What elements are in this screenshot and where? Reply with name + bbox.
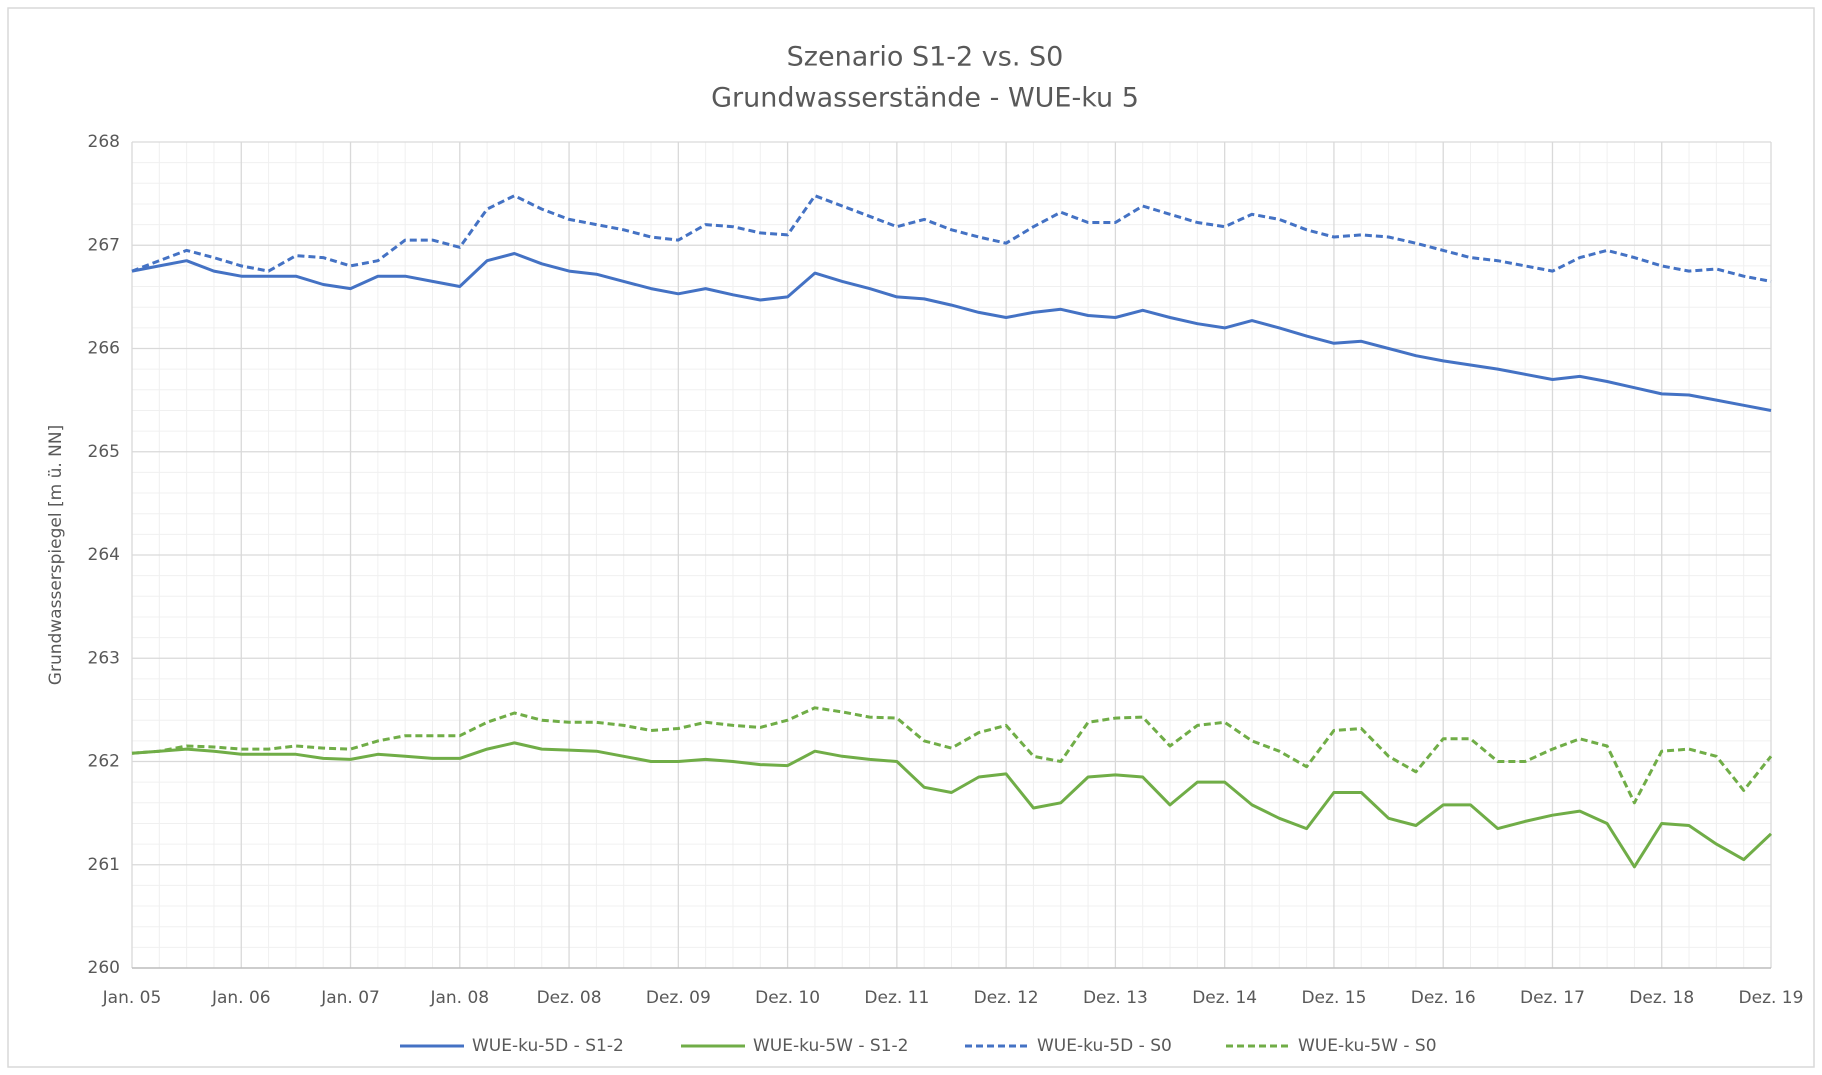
y-tick-label: 262	[88, 752, 120, 772]
x-tick-label: Dez. 18	[1629, 988, 1694, 1008]
x-tick-label: Dez. 12	[974, 988, 1039, 1008]
y-tick-label: 266	[88, 339, 120, 359]
x-tick-label: Dez. 08	[537, 988, 602, 1008]
y-tick-label: 260	[88, 958, 120, 978]
x-tick-label: Dez. 13	[1083, 988, 1148, 1008]
x-tick-label: Jan. 06	[211, 988, 271, 1008]
legend-label: WUE-ku-5W - S0	[1298, 1036, 1437, 1056]
y-tick-label: 263	[88, 648, 120, 668]
x-tick-label: Dez. 14	[1192, 988, 1257, 1008]
chart-frame	[7, 7, 1815, 1068]
series-line	[131, 194, 1772, 283]
y-tick-label: 264	[88, 545, 120, 565]
x-tick-label: Jan. 05	[102, 988, 162, 1008]
x-tick-label: Dez. 10	[755, 988, 820, 1008]
x-tick-label: Dez. 16	[1411, 988, 1476, 1008]
x-tick-label: Dez. 17	[1520, 988, 1585, 1008]
y-tick-label: 268	[88, 132, 120, 152]
x-tick-label: Dez. 19	[1739, 988, 1804, 1008]
series-line	[131, 741, 1773, 869]
legend-label: WUE-ku-5D - S0	[1037, 1036, 1172, 1056]
chart-title: Szenario S1-2 vs. S0	[787, 42, 1064, 73]
legend-label: WUE-ku-5W - S1-2	[753, 1036, 908, 1056]
x-tick-label: Jan. 08	[429, 988, 489, 1008]
y-tick-label: 265	[88, 442, 120, 462]
y-axis-label: Grundwasserspiegel [m ü. NN]	[46, 425, 66, 685]
x-tick-label: Dez. 11	[864, 988, 929, 1008]
x-tick-label: Dez. 15	[1301, 988, 1366, 1008]
series-line	[131, 706, 1773, 805]
x-tick-label: Dez. 09	[646, 988, 711, 1008]
series-line	[131, 252, 1772, 412]
y-tick-label: 261	[88, 855, 120, 875]
chart-subtitle: Grundwasserstände - WUE-ku 5	[711, 83, 1139, 114]
legend-label: WUE-ku-5D - S1-2	[472, 1036, 624, 1056]
x-tick-label: Jan. 07	[320, 988, 380, 1008]
y-tick-label: 267	[88, 235, 120, 255]
